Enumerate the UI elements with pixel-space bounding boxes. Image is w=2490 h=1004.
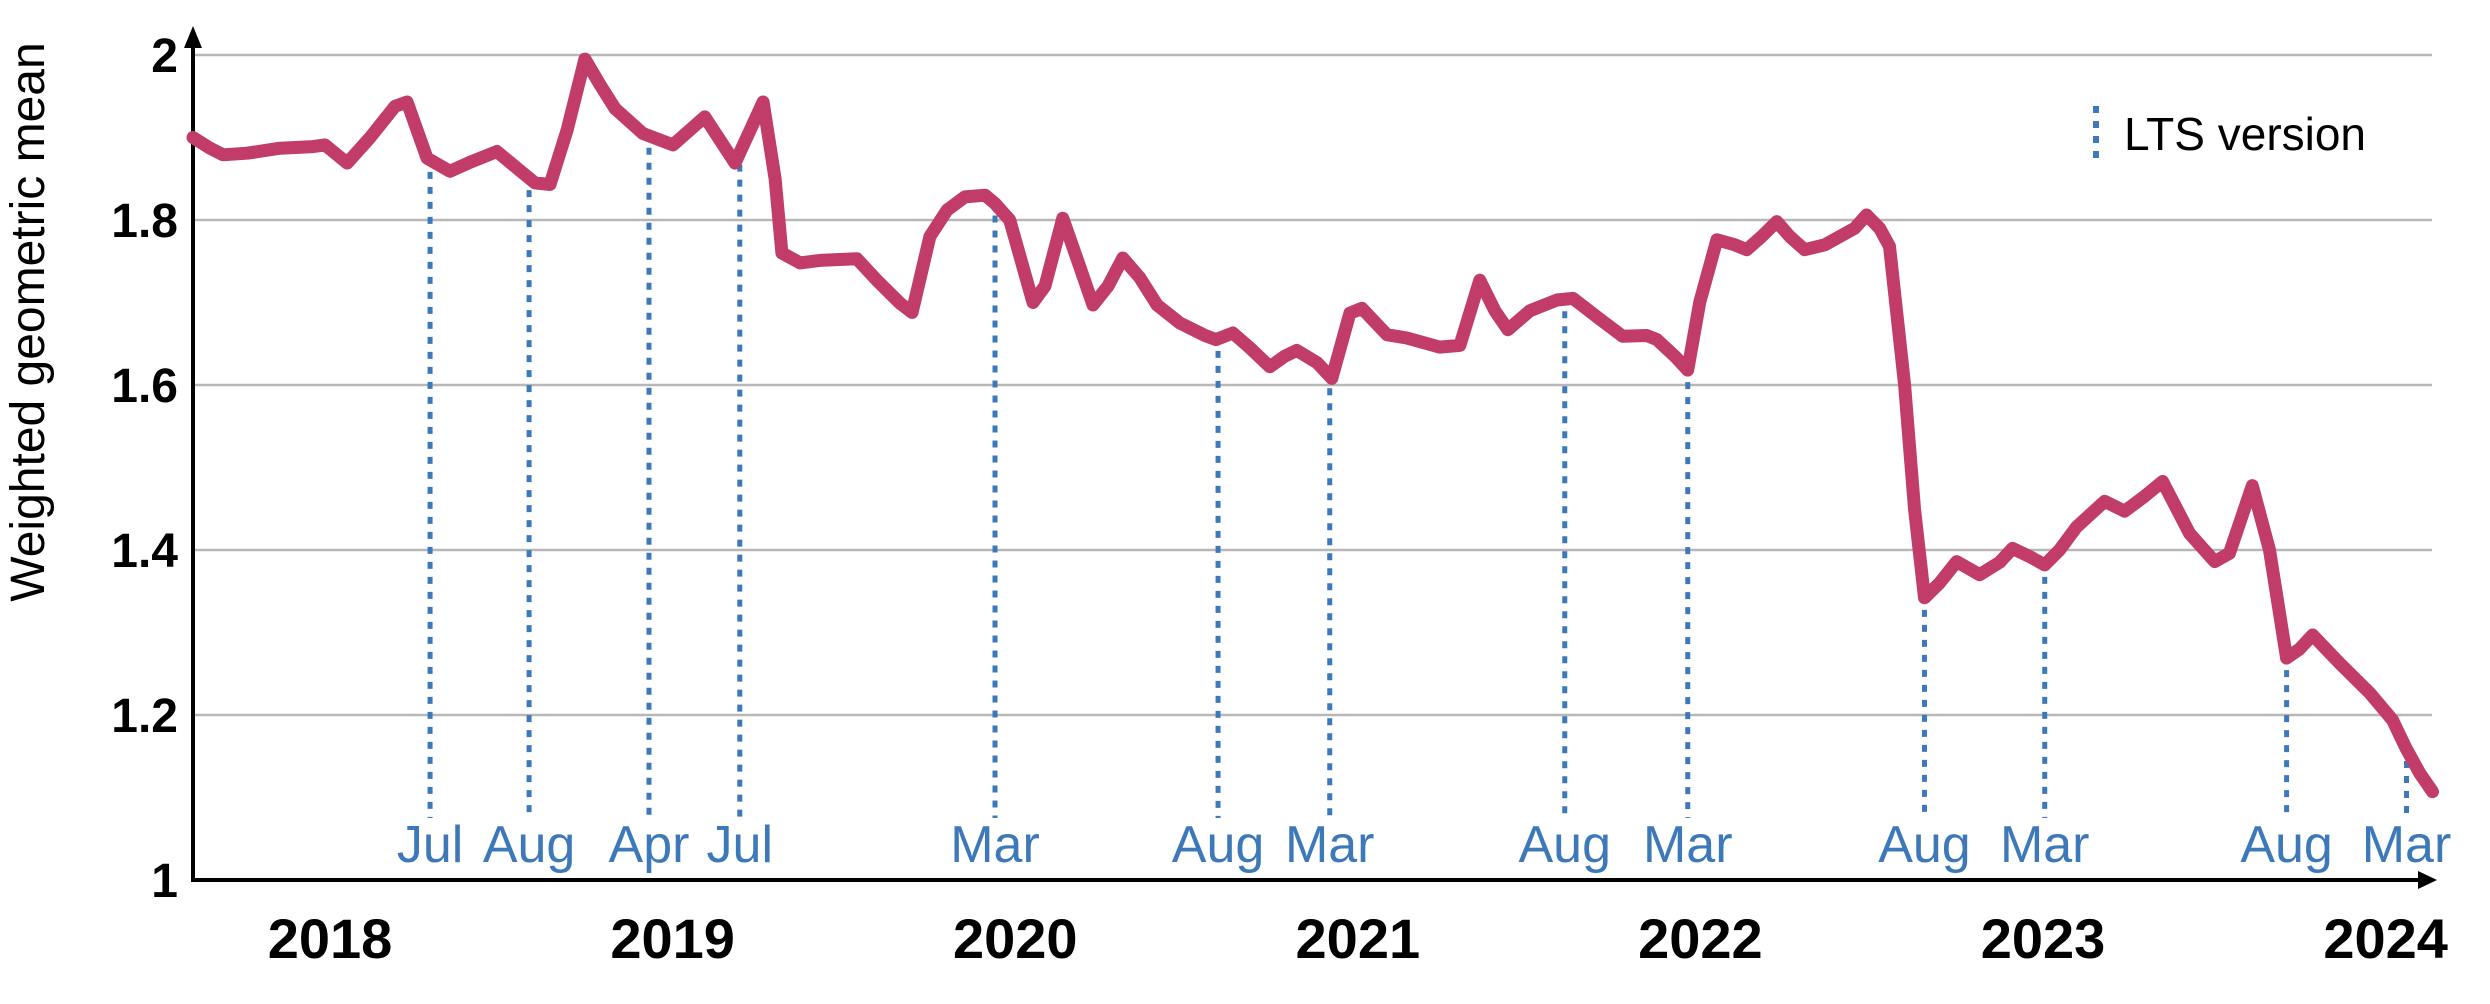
lts-month-label: Mar xyxy=(1643,816,1733,874)
lts-month-label: Apr xyxy=(609,816,690,874)
lts-month-label: Mar xyxy=(950,816,1040,874)
series-line xyxy=(186,52,2439,799)
lts-month-label: Aug xyxy=(1172,816,1265,874)
lts-month-label: Jul xyxy=(707,816,773,874)
lts-month-label: Aug xyxy=(1518,816,1611,874)
lts-month-label: Aug xyxy=(1878,816,1971,874)
x-year-label: 2023 xyxy=(1981,907,2106,970)
y-axis-title: Weighted geometric mean xyxy=(2,42,55,601)
y-tick-label: 1 xyxy=(151,855,178,908)
y-tick-label: 1.6 xyxy=(111,360,178,413)
y-tick-label: 1.2 xyxy=(111,690,178,743)
x-axis-arrow-icon xyxy=(2418,871,2437,889)
lts-month-label: Aug xyxy=(483,816,576,874)
x-year-label: 2018 xyxy=(268,907,393,970)
lts-month-label: Aug xyxy=(2240,816,2333,874)
y-tick-label: 1.4 xyxy=(111,525,178,578)
lts-month-label: Jul xyxy=(397,816,463,874)
x-year-label: 2021 xyxy=(1296,907,1421,970)
lts-month-label: Mar xyxy=(1285,816,1375,874)
y-tick-label: 1.8 xyxy=(111,195,178,248)
x-year-label: 2020 xyxy=(953,907,1078,970)
x-year-label: 2024 xyxy=(2323,907,2448,970)
x-year-label: 2022 xyxy=(1638,907,1763,970)
lts-month-label: Mar xyxy=(2000,816,2090,874)
y-tick-label: 2 xyxy=(151,30,178,83)
lts-month-label: Mar xyxy=(2362,816,2452,874)
y-axis-arrow-icon xyxy=(184,26,202,48)
x-year-label: 2019 xyxy=(610,907,735,970)
legend-lts-label: LTS version xyxy=(2124,108,2366,160)
